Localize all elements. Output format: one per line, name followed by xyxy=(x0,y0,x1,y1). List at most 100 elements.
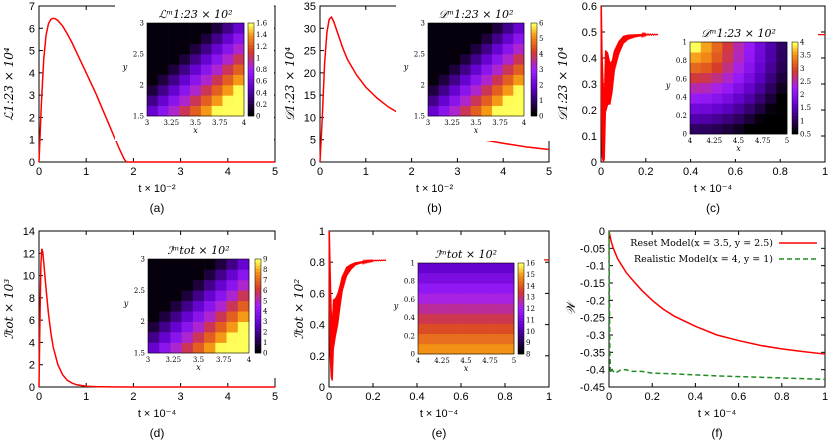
colorbar-frame xyxy=(517,262,525,355)
colorbar-segment xyxy=(531,32,537,36)
colorbar-segment xyxy=(255,309,261,313)
heatmap-cell xyxy=(439,293,451,304)
colorbar-tick-label: 0.4 xyxy=(256,89,268,97)
heatmap-cell xyxy=(226,279,239,291)
heatmap-cell xyxy=(754,123,766,135)
heatmap-cell xyxy=(168,23,180,34)
heatmap-cell xyxy=(449,105,461,117)
inset-title: 𝒟ᵐ1:23 × 10² xyxy=(439,8,514,21)
colorbar-segment xyxy=(792,75,798,80)
heatmap-cell xyxy=(192,269,205,281)
x-tick-label: 1 xyxy=(822,391,828,403)
heatmap-cell xyxy=(470,23,482,34)
colorbar-tick-label: 1 xyxy=(263,339,267,347)
heatmap-cell xyxy=(428,85,439,96)
colorbar-segment xyxy=(531,23,537,27)
heatmap-cell xyxy=(450,343,461,355)
heatmap-cell xyxy=(168,54,180,65)
heatmap-cell xyxy=(181,311,194,322)
heatmap-cell xyxy=(482,273,493,284)
heatmap-cell xyxy=(148,269,160,281)
colorbar-segment xyxy=(248,63,254,67)
colorbar-segment xyxy=(255,274,261,279)
heatmap-cell xyxy=(192,259,205,270)
colorbar-tick-label: 1.5 xyxy=(800,104,811,112)
heatmap-cell xyxy=(148,290,160,302)
colorbar-segment xyxy=(518,284,524,288)
heatmap-cell xyxy=(226,332,239,343)
heatmap-cell xyxy=(190,33,202,44)
heatmap-cell xyxy=(513,64,525,75)
heatmap-cell xyxy=(200,105,212,117)
heatmap-cell xyxy=(722,123,734,135)
heatmap-cell xyxy=(711,123,723,135)
x-tick-label: 0.4 xyxy=(409,391,424,403)
colorbar-segment xyxy=(792,57,798,61)
inset-heatmap: 𝒟ᵐ1:23 × 10² 4 4.25 4.5 4.75 5 0 0.2 0.4 0.6 0.8 1 x… xyxy=(658,23,818,159)
inset-x-tick-label: 4.5 xyxy=(733,137,744,145)
inset-title: ℒᵐ1:23 × 10² xyxy=(159,8,233,21)
heatmap-cell xyxy=(471,313,483,324)
heatmap-cell xyxy=(503,293,515,304)
heatmap-cell xyxy=(503,263,515,274)
heatmap-cell xyxy=(733,103,745,114)
heatmap-cell xyxy=(215,342,227,354)
y-tick-label: 35 xyxy=(304,1,316,13)
heatmap-cell xyxy=(428,43,439,55)
colorbar-segment xyxy=(518,275,524,279)
heatmap-cell xyxy=(460,23,471,34)
inset-x-label: x xyxy=(464,364,469,373)
inset-y-tick-label: 0.8 xyxy=(676,57,687,65)
y-tick-label: 20 xyxy=(304,68,316,80)
heatmap-cell xyxy=(743,62,755,73)
colorbar-segment xyxy=(255,324,261,329)
inset-x-tick-label: 4 xyxy=(688,137,693,145)
heatmap-cell xyxy=(754,62,766,73)
heatmap-cell xyxy=(428,95,439,106)
heatmap-cell xyxy=(439,303,451,314)
colorbar-segment xyxy=(248,50,254,55)
heatmap-cell xyxy=(776,72,788,84)
colorbar-segment xyxy=(531,91,537,95)
heatmap-cell xyxy=(492,33,503,44)
heatmap-cell xyxy=(743,103,755,114)
heatmap-cell xyxy=(237,269,250,281)
heatmap-cell xyxy=(428,74,439,86)
heatmap-cell xyxy=(449,85,461,96)
colorbar-segment xyxy=(792,100,798,104)
x-tick-label: 0.6 xyxy=(728,166,743,178)
colorbar-segment xyxy=(792,84,798,89)
inset-heatmap: ℐᵐtot × 10² 4 4.25 4.5 4.75 5 0 0.2 0.4 0.6 0.8 1 x y… xyxy=(386,244,544,379)
colorbar-segment xyxy=(792,69,798,73)
heatmap-cell xyxy=(765,62,777,73)
heatmap-cell xyxy=(181,259,194,270)
colorbar-segment xyxy=(792,45,798,49)
colorbar-segment xyxy=(248,112,254,117)
heatmap-cell xyxy=(147,23,159,34)
heatmap-cell xyxy=(439,313,451,324)
x-tick-label: 0.8 xyxy=(497,391,512,403)
y-tick-label: 0.3 xyxy=(582,79,597,91)
colorbar-segment xyxy=(531,26,537,30)
heatmap-cell xyxy=(711,52,723,63)
heatmap-cell xyxy=(733,42,745,53)
inset-y-tick-label: 2.5 xyxy=(414,51,425,59)
heatmap-cell xyxy=(513,95,525,106)
heatmap-cell xyxy=(765,113,777,125)
inset-y-tick-label: 0.2 xyxy=(676,112,687,120)
heatmap-cell xyxy=(460,333,472,345)
x-tick-label: 0.4 xyxy=(688,391,703,403)
colorbar-tick-label: 3.5 xyxy=(800,52,811,60)
colorbar-segment xyxy=(518,305,524,309)
colorbar-tick-label: 8 xyxy=(526,351,530,359)
heatmap-cell xyxy=(157,105,169,117)
heatmap-cell xyxy=(439,283,451,294)
heatmap-cell xyxy=(690,113,702,125)
colorbar-segment xyxy=(792,103,798,107)
colorbar-segment xyxy=(792,54,798,58)
heatmap-cell xyxy=(190,54,202,65)
heatmap-cell xyxy=(204,300,216,312)
heatmap-cell xyxy=(222,23,234,34)
inset-frame xyxy=(147,258,250,354)
heatmap-cell xyxy=(502,64,514,75)
